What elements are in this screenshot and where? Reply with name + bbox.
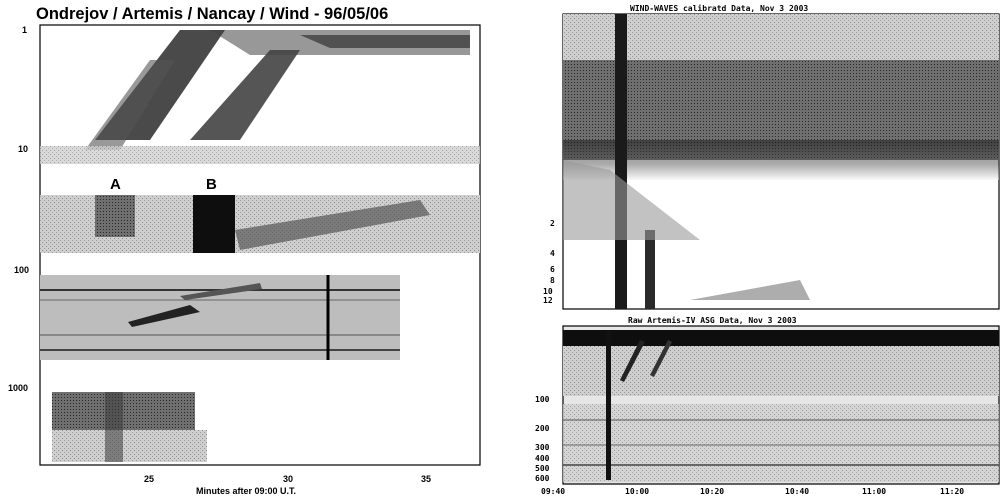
right-top-y-tick: 10 xyxy=(543,287,553,296)
right-top-y-tick: 6 xyxy=(550,265,555,274)
artemis-band-spectrogram xyxy=(40,195,480,253)
left-panel-title: Ondrejov / Artemis / Nancay / Wind - 96/… xyxy=(36,5,388,23)
burst-label-b: B xyxy=(206,176,217,193)
left-y-axis: 1 10 100 1000 xyxy=(8,25,29,393)
right-x-tick: 10:40 xyxy=(785,487,809,496)
left-x-tick: 30 xyxy=(283,474,293,484)
right-bottom-title: Raw Artemis-IV ASG Data, Nov 3 2003 xyxy=(628,315,797,325)
right-spectrogram-panel: WIND-WAVES calibratd Data, Nov 3 2003 2 … xyxy=(535,3,1000,496)
right-x-tick: 11:00 xyxy=(862,487,886,496)
right-x-tick: 10:20 xyxy=(700,487,724,496)
right-bottom-y-tick: 200 xyxy=(535,424,550,433)
right-top-y-tick: 2 xyxy=(550,219,555,228)
right-top-y-tick: 8 xyxy=(550,276,555,285)
burst-label-a: A xyxy=(110,176,121,193)
right-bottom-y-axis: 100 200 300 400 500 600 xyxy=(535,395,550,483)
top-band-spectrogram xyxy=(40,30,480,164)
right-bottom-y-tick: 100 xyxy=(535,395,550,404)
left-x-tick: 35 xyxy=(421,474,431,484)
left-y-tick: 100 xyxy=(14,265,29,275)
nancay-band-spectrogram xyxy=(40,275,400,360)
right-bottom-y-tick: 400 xyxy=(535,454,550,463)
right-x-tick: 11:20 xyxy=(940,487,964,496)
right-top-y-axis: 2 4 6 8 10 12 xyxy=(543,219,555,305)
wind-waves-spectrogram xyxy=(562,13,1000,310)
right-top-y-tick: 4 xyxy=(550,249,555,258)
artemis-iv-spectrogram xyxy=(562,325,1000,485)
right-x-axis: 09:40 10:00 10:20 10:40 11:00 11:20 xyxy=(541,487,964,496)
right-bottom-y-tick: 600 xyxy=(535,474,550,483)
left-x-axis-label: Minutes after 09:00 U.T. xyxy=(196,486,296,496)
right-x-tick: 09:40 xyxy=(541,487,565,496)
wind-band-spectrogram xyxy=(52,392,207,462)
left-x-tick: 25 xyxy=(144,474,154,484)
right-top-y-tick: 12 xyxy=(543,296,553,305)
left-spectrogram-panel: Ondrejov / Artemis / Nancay / Wind - 96/… xyxy=(8,5,481,496)
right-x-tick: 10:00 xyxy=(625,487,649,496)
left-y-tick: 1 xyxy=(22,25,27,35)
left-y-tick: 1000 xyxy=(8,383,28,393)
left-x-axis: 25 30 35 Minutes after 09:00 U.T. xyxy=(144,474,431,496)
right-bottom-y-tick: 500 xyxy=(535,464,550,473)
right-top-title: WIND-WAVES calibratd Data, Nov 3 2003 xyxy=(630,3,808,13)
left-y-tick: 10 xyxy=(18,144,28,154)
right-bottom-y-tick: 300 xyxy=(535,443,550,452)
